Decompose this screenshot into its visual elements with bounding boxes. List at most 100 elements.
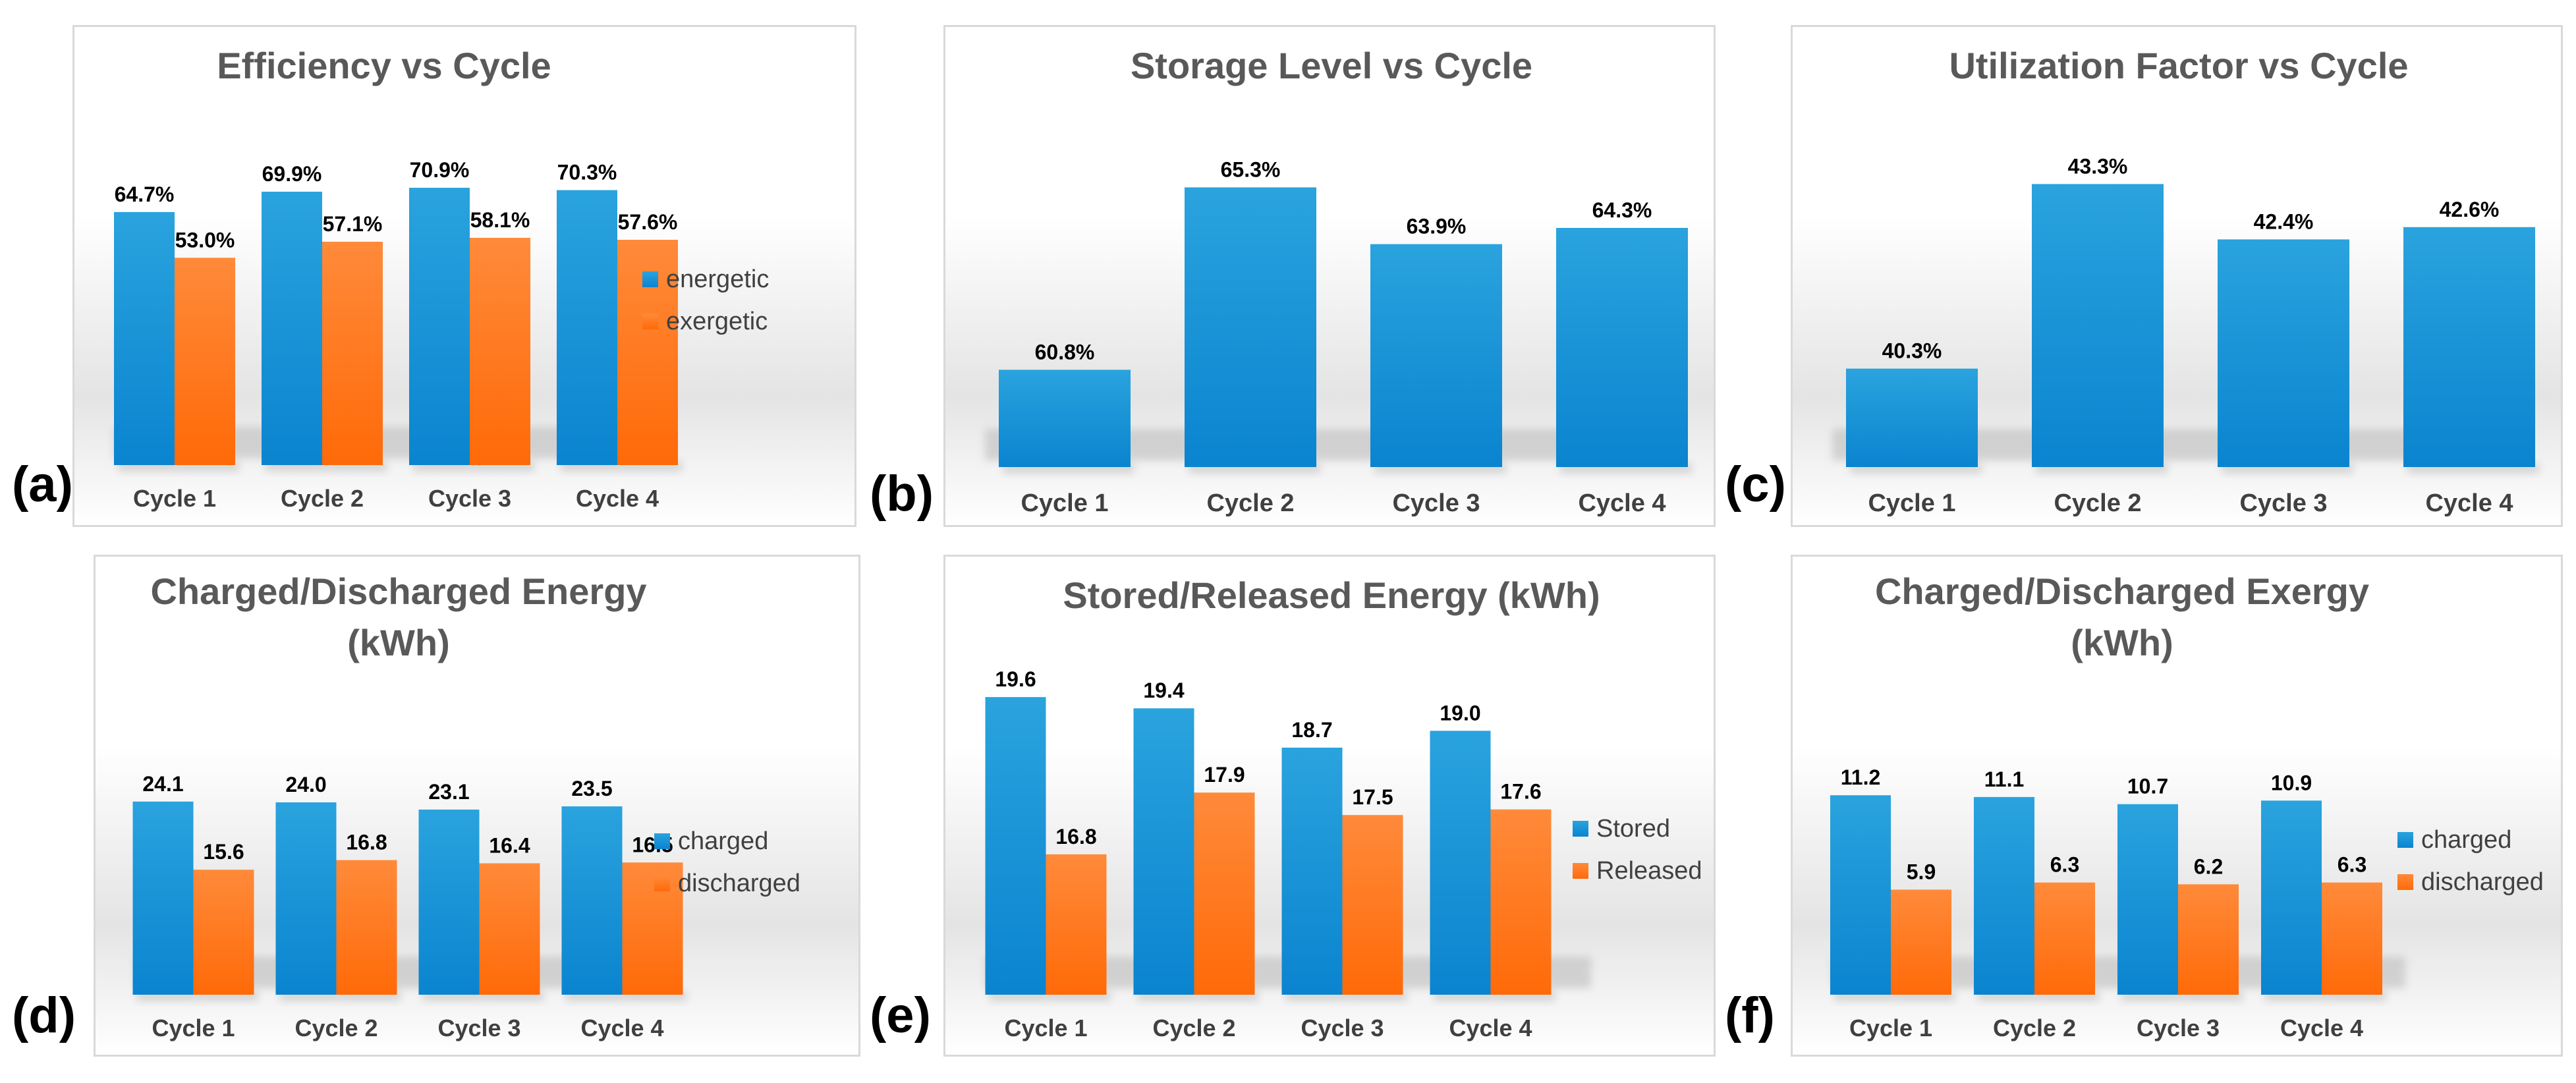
- bar-discharged: [2322, 882, 2382, 995]
- bar-exergetic: [470, 238, 530, 465]
- bar-utilization-factor: [2032, 184, 2164, 467]
- bar-charged: [418, 809, 480, 995]
- data-label: 11.2: [1841, 765, 1881, 789]
- category-label: Cycle 4: [1578, 489, 1666, 517]
- legend-swatch: [1573, 821, 1588, 837]
- data-label: 10.7: [2127, 775, 2168, 798]
- data-label: 11.1: [1984, 767, 2025, 791]
- bar-discharged: [336, 860, 397, 995]
- category-label: Cycle 4: [1449, 1014, 1532, 1041]
- category-label: Cycle 3: [1301, 1014, 1384, 1041]
- bar-stored: [1430, 731, 1491, 995]
- category-label: Cycle 1: [1849, 1014, 1932, 1041]
- category-label: Cycle 2: [1152, 1014, 1235, 1041]
- category-label: Cycle 1: [1004, 1014, 1087, 1041]
- bar-discharged: [479, 863, 540, 995]
- bar-discharged: [1891, 889, 1951, 995]
- bar-charged: [1974, 796, 2034, 995]
- chart-panel-a: Efficiency vs Cycle 64.7% 53.0% Cycle 1 69.9…: [72, 25, 856, 527]
- chart-title: Charged/Discharged Exergy (kWh): [1875, 570, 2369, 663]
- chart-title-line: (kWh): [2071, 622, 2173, 663]
- category-label: Cycle 4: [2280, 1014, 2363, 1041]
- bar-charged: [2117, 804, 2178, 995]
- chart-title-line: Stored/Released Energy (kWh): [1063, 574, 1600, 616]
- category-label: Cycle 3: [428, 485, 511, 512]
- panel-label-a: (a): [12, 457, 73, 513]
- panel-label-c: (c): [1725, 457, 1786, 513]
- chart-a-svg: Efficiency vs Cycle 64.7%53.0% Cycle 1 69.9…: [114, 45, 769, 512]
- data-label: 17.6: [1500, 780, 1541, 804]
- data-label: 70.3%: [557, 161, 617, 184]
- data-label: 17.9: [1204, 763, 1245, 787]
- data-label: 6.3: [2050, 853, 2079, 877]
- chart-panel-c: Utilization Factor vs Cycle 40.3% Cycle 1 4…: [1791, 25, 2563, 527]
- data-label: 69.9%: [262, 162, 322, 186]
- data-label: 43.3%: [2068, 154, 2128, 178]
- category-label: Cycle 2: [281, 485, 364, 512]
- chart-title-line: Efficiency vs Cycle: [217, 45, 551, 86]
- bar-released: [1194, 792, 1255, 995]
- data-label: 60.8%: [1035, 340, 1095, 364]
- bar-charged: [1830, 795, 1891, 995]
- category-label: Cycle 3: [437, 1014, 520, 1041]
- legend-swatch: [642, 271, 658, 287]
- legend-swatch: [654, 833, 670, 849]
- data-label: 19.0: [1440, 701, 1480, 725]
- bar-discharged: [2178, 884, 2239, 995]
- data-label: 16.4: [489, 833, 530, 857]
- data-label: 24.0: [285, 773, 326, 796]
- bar-released: [1490, 809, 1552, 995]
- category-label: Cycle 4: [2425, 489, 2513, 517]
- legend-label: discharged: [2421, 868, 2544, 896]
- legend-label: charged: [2421, 826, 2511, 854]
- category-label: Cycle 2: [1993, 1014, 2076, 1041]
- bar-discharged: [2034, 882, 2095, 995]
- data-label: 6.3: [2338, 853, 2366, 877]
- bar-stored: [1281, 747, 1343, 995]
- data-label: 70.9%: [410, 158, 470, 182]
- bar-stored: [1133, 708, 1194, 995]
- bar-energetic: [114, 211, 175, 465]
- data-label: 64.3%: [1592, 198, 1652, 222]
- data-label: 57.1%: [323, 212, 383, 236]
- category-label: Cycle 2: [294, 1014, 378, 1041]
- legend-swatch: [2397, 874, 2413, 890]
- data-label: 40.3%: [1882, 339, 1942, 363]
- bar-released: [1342, 815, 1403, 995]
- data-label: 53.0%: [175, 228, 235, 252]
- bar-storage-level: [1556, 227, 1688, 467]
- legend-swatch: [1573, 863, 1588, 879]
- category-label: Cycle 3: [1392, 489, 1480, 517]
- bar-discharged: [622, 862, 683, 995]
- category-label: Cycle 1: [1021, 489, 1108, 517]
- bar-released: [1046, 854, 1107, 995]
- chart-title: Storage Level vs Cycle: [1131, 45, 1532, 86]
- chart-panel-b: Storage Level vs Cycle 60.8% Cycle 1 65.3% C…: [943, 25, 1716, 527]
- chart-title-line: Charged/Discharged Energy: [150, 570, 646, 612]
- category-label: Cycle 3: [2239, 489, 2327, 517]
- data-label: 16.8: [346, 831, 387, 854]
- legend-label: discharged: [678, 870, 800, 897]
- panel-label-e: (e): [870, 987, 931, 1043]
- category-label: Cycle 3: [2137, 1014, 2220, 1041]
- chart-title-line: Utilization Factor vs Cycle: [1949, 45, 2408, 86]
- data-label: 58.1%: [470, 208, 530, 232]
- category-label: Cycle 4: [576, 485, 659, 512]
- data-label: 64.7%: [115, 182, 175, 206]
- data-label: 63.9%: [1407, 215, 1467, 238]
- category-label: Cycle 2: [2054, 489, 2141, 517]
- data-label: 18.7: [1291, 718, 1332, 742]
- legend-label: charged: [678, 827, 768, 855]
- bar-charged: [2261, 800, 2322, 995]
- bar-utilization-factor: [1846, 368, 1978, 467]
- bar-energetic: [409, 188, 470, 465]
- bar-stored: [985, 697, 1046, 995]
- category-label: Cycle 4: [580, 1014, 663, 1041]
- legend-label: exergetic: [666, 308, 768, 335]
- chart-title: Utilization Factor vs Cycle: [1949, 45, 2408, 86]
- chart-panel-d: Charged/Discharged Energy (kWh) 24.1 15.6 Cy…: [94, 555, 860, 1057]
- bar-charged: [561, 806, 623, 995]
- legend-label: energetic: [666, 265, 769, 293]
- bar-exergetic: [322, 241, 383, 465]
- chart-title-line: Storage Level vs Cycle: [1131, 45, 1532, 86]
